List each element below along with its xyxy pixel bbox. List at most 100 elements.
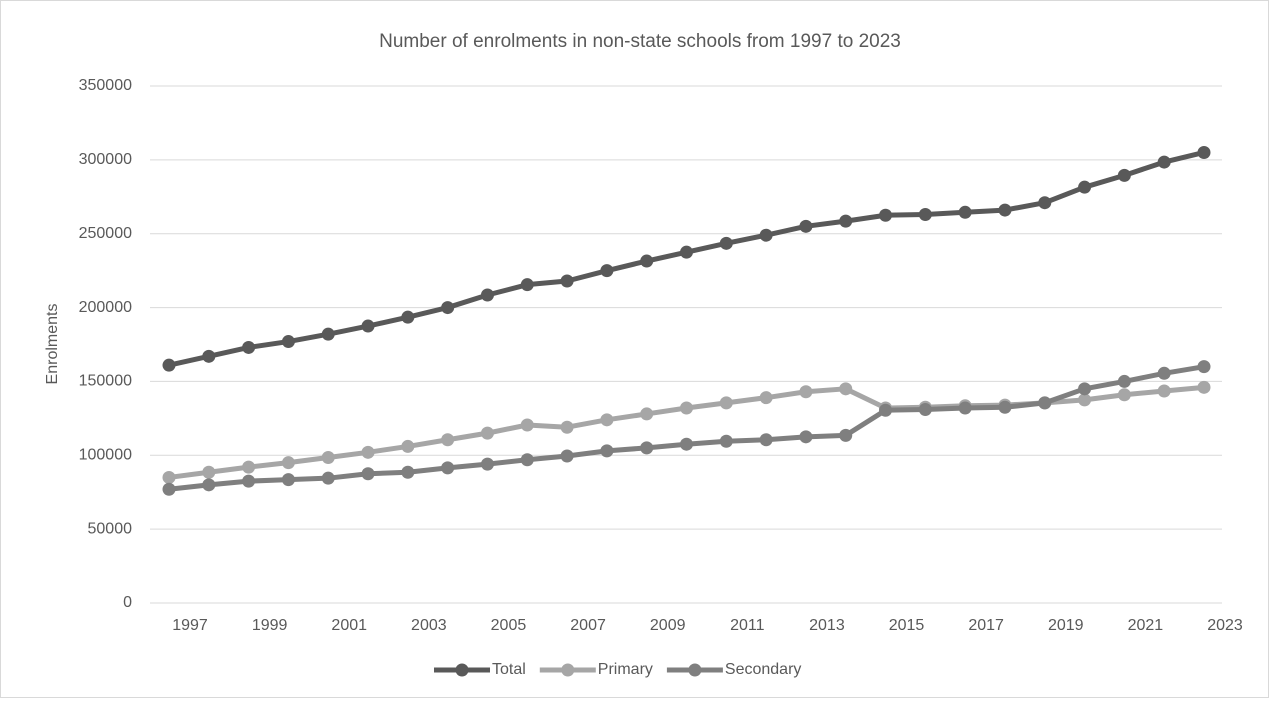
legend-marker — [561, 663, 575, 677]
point — [719, 396, 733, 410]
point — [242, 460, 256, 474]
x-tick-label: 2023 — [1207, 617, 1243, 634]
point — [799, 385, 813, 399]
point — [759, 391, 773, 405]
point — [441, 433, 455, 447]
point — [162, 470, 176, 484]
point — [1078, 180, 1092, 194]
x-tick-label: 2015 — [889, 617, 925, 634]
x-tick-label: 2009 — [650, 617, 686, 634]
x-tick-label: 1999 — [252, 617, 288, 634]
y-tick-label: 250000 — [79, 225, 132, 242]
point — [361, 445, 375, 459]
point — [1117, 388, 1131, 402]
point — [321, 327, 335, 341]
point — [361, 319, 375, 333]
point — [162, 482, 176, 496]
point — [879, 208, 893, 222]
point — [242, 474, 256, 488]
x-tick-label: 2003 — [411, 617, 447, 634]
legend-marker — [455, 663, 469, 677]
point — [1157, 366, 1171, 380]
point — [281, 473, 295, 487]
point — [1117, 374, 1131, 388]
point — [202, 478, 216, 492]
y-tick-label: 200000 — [79, 299, 132, 316]
point — [640, 254, 654, 268]
x-tick-label: 1997 — [172, 617, 208, 634]
point — [480, 288, 494, 302]
point — [401, 310, 415, 324]
point — [1157, 155, 1171, 169]
x-tick-label: 2013 — [809, 617, 845, 634]
point — [520, 453, 534, 467]
point — [480, 426, 494, 440]
point — [918, 208, 932, 222]
point — [1197, 360, 1211, 374]
point — [640, 441, 654, 455]
point — [321, 471, 335, 485]
legend-label: Primary — [598, 661, 653, 678]
legend-label: Secondary — [725, 661, 802, 678]
point — [281, 456, 295, 470]
point — [1197, 145, 1211, 159]
point — [799, 219, 813, 233]
x-tick-label: 2011 — [730, 617, 765, 634]
y-tick-label: 350000 — [79, 77, 132, 94]
x-tick-label: 2019 — [1048, 617, 1084, 634]
point — [1078, 382, 1092, 396]
point — [242, 340, 256, 354]
point — [1197, 380, 1211, 394]
x-tick-label: 2007 — [570, 617, 606, 634]
point — [401, 465, 415, 479]
point — [560, 274, 574, 288]
point — [600, 444, 614, 458]
point — [640, 407, 654, 421]
point — [759, 228, 773, 242]
point — [879, 403, 893, 417]
point — [441, 301, 455, 315]
point — [958, 205, 972, 219]
y-axis-label: Enrolments — [44, 304, 61, 385]
point — [1038, 396, 1052, 410]
point — [799, 430, 813, 444]
x-tick-label: 2005 — [491, 617, 527, 634]
point — [1117, 168, 1131, 182]
point — [1078, 393, 1092, 407]
point — [520, 418, 534, 432]
point — [441, 461, 455, 475]
y-tick-label: 300000 — [79, 151, 132, 168]
point — [680, 245, 693, 259]
point — [719, 434, 733, 448]
y-tick-label: 50000 — [88, 520, 133, 537]
x-tick-label: 2017 — [968, 617, 1004, 634]
chart-title: Number of enrolments in non-state school… — [379, 31, 901, 52]
y-tick-label: 0 — [123, 594, 132, 611]
point — [1157, 384, 1171, 398]
legend-marker — [688, 663, 702, 677]
point — [958, 401, 972, 415]
x-tick-label: 2001 — [331, 617, 367, 634]
point — [998, 400, 1012, 414]
point — [600, 413, 614, 427]
point — [998, 203, 1012, 217]
point — [281, 335, 295, 349]
point — [520, 278, 534, 292]
x-tick-label: 2021 — [1128, 617, 1164, 634]
point — [162, 358, 176, 372]
point — [719, 236, 733, 250]
point — [560, 420, 574, 434]
point — [839, 382, 853, 396]
point — [401, 439, 415, 453]
point — [600, 264, 614, 278]
point — [560, 449, 574, 463]
point — [839, 214, 853, 228]
point — [480, 457, 494, 471]
point — [680, 401, 693, 415]
legend-label: Total — [492, 661, 526, 678]
point — [759, 433, 773, 447]
point — [839, 428, 853, 442]
y-tick-label: 150000 — [79, 373, 132, 390]
